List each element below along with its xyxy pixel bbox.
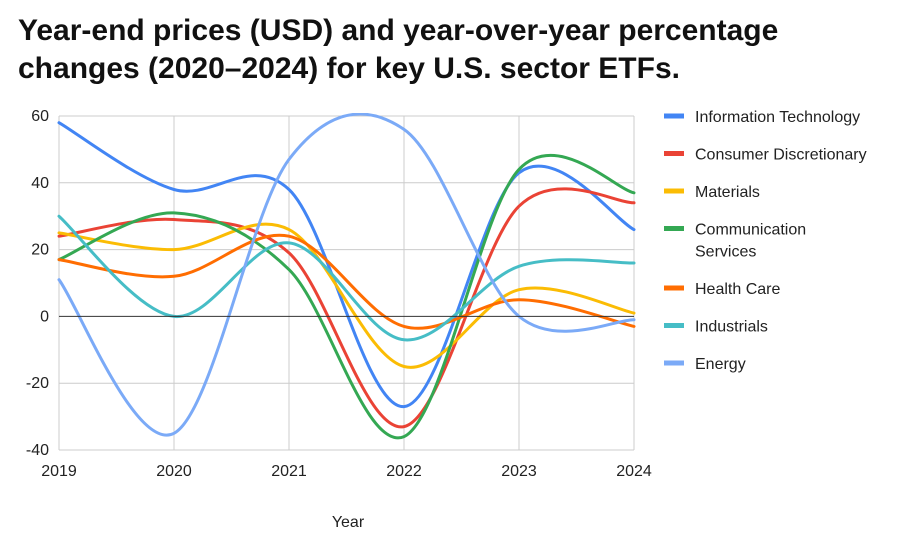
y-tick-label: 40 <box>31 175 49 192</box>
y-tick-label: 60 <box>31 108 49 125</box>
legend-label-energy: Energy <box>695 356 746 373</box>
x-tick-label: 2022 <box>386 463 422 480</box>
y-tick-label: 0 <box>40 308 49 325</box>
legend-label-materials: Materials <box>695 184 760 201</box>
x-tick-label: 2020 <box>156 463 192 480</box>
x-axis-label: Year <box>332 514 365 531</box>
chart-title: Year-end prices (USD) and year-over-year… <box>18 14 779 85</box>
series-line-information-technology <box>57 121 636 409</box>
series-line-consumer-discretionary <box>57 187 636 429</box>
y-tick-label: -20 <box>26 375 49 392</box>
y-tick-label: 20 <box>31 242 49 259</box>
series-line-communication-services <box>57 153 636 440</box>
y-tick-label: -40 <box>26 442 49 459</box>
x-tick-label: 2023 <box>501 463 537 480</box>
legend-label-health-care: Health Care <box>695 281 780 298</box>
grid-layer <box>58 115 635 451</box>
legend-label-communication-services: Communication Services <box>695 222 806 261</box>
legend-label-industrials: Industrials <box>695 319 768 336</box>
x-tick-label: 2021 <box>271 463 307 480</box>
series-line-materials <box>57 222 636 369</box>
legend-label-consumer-discretionary: Consumer Discretionary <box>695 147 867 164</box>
legend-label-information-technology: Information Technology <box>695 109 860 126</box>
x-tick-label: 2024 <box>616 463 652 480</box>
x-tick-label: 2019 <box>41 463 77 480</box>
legend: Information Technology Consumer Discretio… <box>664 109 867 373</box>
series-line-health-care <box>57 233 636 330</box>
series-layer <box>57 113 636 440</box>
axis-layer: 60 40 20 0 -20 -40 2019 2020 2021 2022 2023 2024 <box>26 108 652 480</box>
series-line-industrials <box>57 214 636 342</box>
